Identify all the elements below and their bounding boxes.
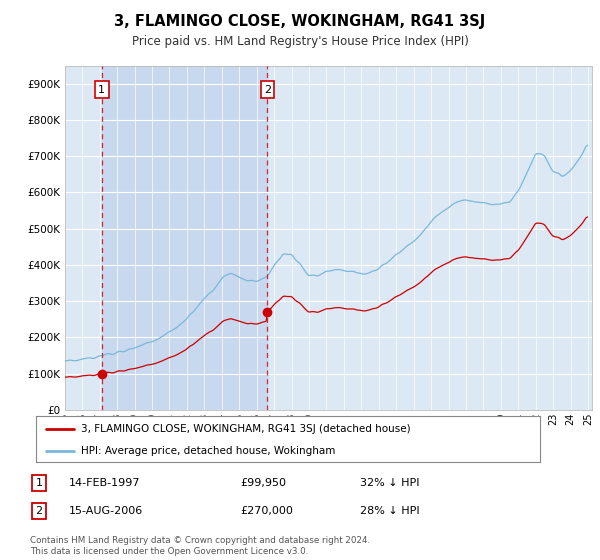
Text: 2: 2 xyxy=(35,506,43,516)
Text: 1: 1 xyxy=(35,478,43,488)
Bar xyxy=(102,66,268,410)
Text: £99,950: £99,950 xyxy=(240,478,286,488)
Text: 3, FLAMINGO CLOSE, WOKINGHAM, RG41 3SJ: 3, FLAMINGO CLOSE, WOKINGHAM, RG41 3SJ xyxy=(115,14,485,29)
Text: Price paid vs. HM Land Registry's House Price Index (HPI): Price paid vs. HM Land Registry's House … xyxy=(131,35,469,48)
Text: 32% ↓ HPI: 32% ↓ HPI xyxy=(360,478,419,488)
Text: 14-FEB-1997: 14-FEB-1997 xyxy=(69,478,140,488)
Text: 28% ↓ HPI: 28% ↓ HPI xyxy=(360,506,419,516)
Text: 15-AUG-2006: 15-AUG-2006 xyxy=(69,506,143,516)
Text: 3, FLAMINGO CLOSE, WOKINGHAM, RG41 3SJ (detached house): 3, FLAMINGO CLOSE, WOKINGHAM, RG41 3SJ (… xyxy=(82,424,411,434)
Text: Contains HM Land Registry data © Crown copyright and database right 2024.
This d: Contains HM Land Registry data © Crown c… xyxy=(30,536,370,556)
Text: £270,000: £270,000 xyxy=(240,506,293,516)
Text: 2: 2 xyxy=(264,85,271,95)
Text: HPI: Average price, detached house, Wokingham: HPI: Average price, detached house, Woki… xyxy=(82,446,336,455)
Text: 1: 1 xyxy=(98,85,105,95)
